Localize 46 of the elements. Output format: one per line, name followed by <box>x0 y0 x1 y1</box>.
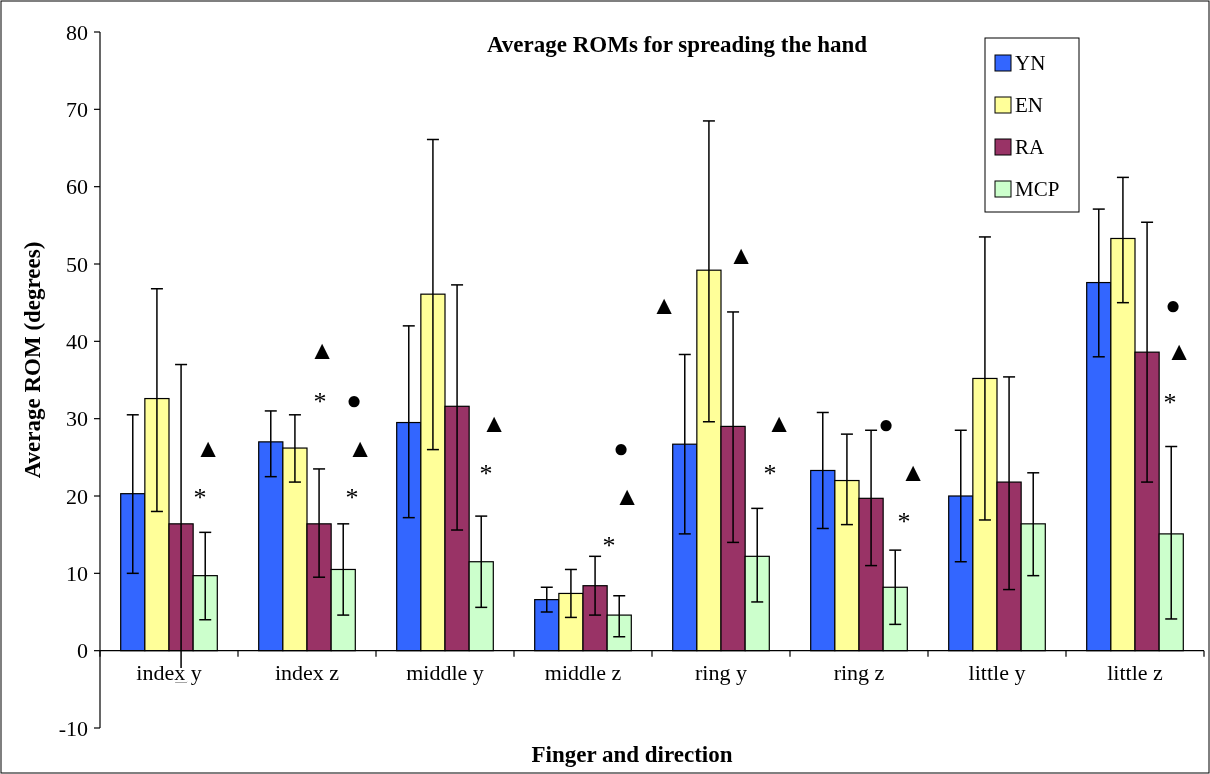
annotation: ▲ <box>766 408 792 438</box>
annotation: ▲ <box>309 335 335 365</box>
annotation: * <box>763 458 777 488</box>
annotation: * <box>345 482 359 512</box>
y-tick-label: 40 <box>66 328 88 354</box>
annotation: ▲ <box>481 408 507 438</box>
annotation: * <box>602 530 616 560</box>
y-axis-title: Average ROM (degrees) <box>20 241 45 479</box>
annotation: ● <box>346 385 362 415</box>
annotation: * <box>479 458 493 488</box>
legend-label: MCP <box>1015 177 1060 201</box>
annotation: ● <box>1165 290 1181 320</box>
annotation: ▲ <box>1166 336 1192 366</box>
annotation: ▲ <box>614 481 640 511</box>
chart-title: Average ROMs for spreading the hand <box>486 32 868 57</box>
annotation: * <box>193 482 207 512</box>
annotation: ▲ <box>347 433 373 463</box>
y-tick-label: 80 <box>66 19 88 45</box>
annotation: ▲ <box>728 240 754 270</box>
annotation: * <box>897 506 911 536</box>
x-tick-label: middle z <box>544 660 622 686</box>
annotation: ▲ <box>900 457 926 487</box>
y-tick-label: 10 <box>66 560 88 586</box>
annotation: * <box>313 386 327 416</box>
y-tick-label: 70 <box>66 96 88 122</box>
x-tick-label: ring z <box>833 660 885 686</box>
y-tick-label: 0 <box>77 638 88 664</box>
legend-label: RA <box>1015 135 1046 159</box>
x-tick-label: little z <box>1107 660 1164 686</box>
legend-label: EN <box>1015 93 1043 117</box>
x-tick-label: middle y <box>406 660 484 686</box>
annotation: * <box>1163 387 1177 417</box>
annotation: ▲ <box>651 290 677 320</box>
x-tick-label: index z <box>274 660 340 686</box>
y-tick-label: 30 <box>66 406 88 432</box>
annotation: ▲ <box>195 433 221 463</box>
y-tick-label: 20 <box>66 483 88 509</box>
y-tick-label: -10 <box>58 715 88 741</box>
annotation: ● <box>878 409 894 439</box>
x-tick-label: ring y <box>695 660 747 686</box>
annotation: ● <box>613 433 629 463</box>
x-tick-label: little y <box>968 660 1026 686</box>
x-axis-title: Finger and direction <box>531 742 733 767</box>
y-tick-label: 60 <box>66 174 88 200</box>
legend-label: YN <box>1015 51 1046 75</box>
y-tick-label: 50 <box>66 251 88 277</box>
